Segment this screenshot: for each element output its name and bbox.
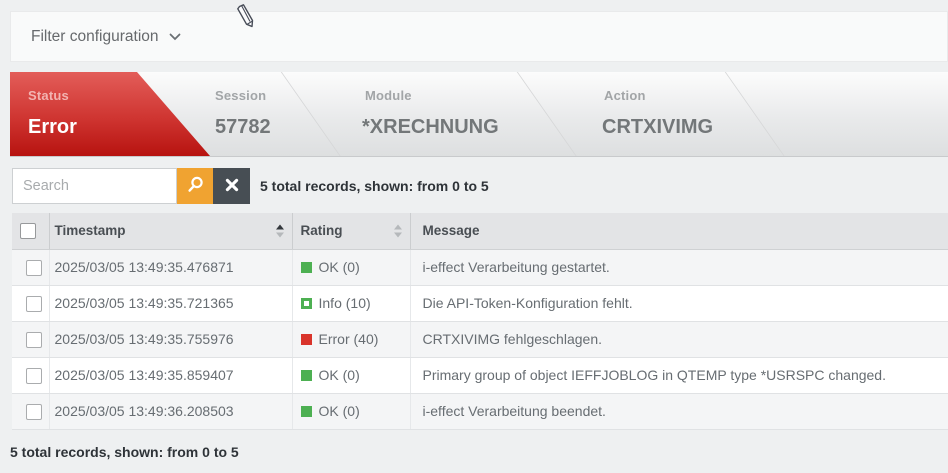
rating-cell: Error (40) [292, 321, 411, 358]
select-all-header [12, 213, 50, 250]
row-checkbox[interactable] [26, 367, 43, 384]
chevron-down-icon [169, 28, 181, 46]
log-table: Timestamp Rating Message 2025/03/05 13:4… [12, 213, 948, 430]
filter-configuration-toggle[interactable]: Filter configuration [10, 11, 948, 62]
segment-module-label: Module [365, 88, 412, 103]
table-row: 2025/03/05 13:49:35.721365 Info (10) Die… [12, 285, 948, 322]
search-input[interactable] [12, 168, 177, 204]
row-checkbox[interactable] [26, 403, 43, 420]
row-checkbox[interactable] [26, 259, 43, 276]
message-cell: CRTXIVIMG fehlgeschlagen. [410, 321, 948, 358]
timestamp-cell: 2025/03/05 13:49:35.755976 [49, 321, 293, 358]
message-cell: i-effect Verarbeitung beendet. [410, 393, 948, 430]
clear-search-button[interactable] [213, 168, 250, 204]
status-segment-bar: Status Error Session 57782 Module *XRECH… [10, 72, 948, 157]
search-button[interactable] [177, 168, 213, 204]
rating-cell: OK (0) [292, 357, 411, 394]
records-summary-top: 5 total records, shown: from 0 to 5 [260, 178, 489, 194]
rating-cell: Info (10) [292, 285, 411, 322]
timestamp-cell: 2025/03/05 13:49:35.721365 [49, 285, 293, 322]
row-checkbox[interactable] [26, 331, 43, 348]
rating-cell: OK (0) [292, 249, 411, 286]
segment-session-label: Session [215, 88, 267, 103]
rating-square-icon [300, 406, 312, 417]
rating-square-icon [300, 262, 312, 273]
rating-cell: OK (0) [292, 393, 411, 430]
select-all-checkbox[interactable] [20, 222, 36, 239]
timestamp-cell: 2025/03/05 13:49:36.208503 [49, 393, 293, 430]
search-icon [186, 175, 205, 197]
message-cell: Die API-Token-Konfiguration fehlt. [410, 285, 948, 322]
records-summary-bottom: 5 total records, shown: from 0 to 5 [10, 444, 239, 460]
x-icon [225, 178, 239, 195]
segment-divider [278, 72, 344, 156]
rating-square-icon [300, 334, 312, 345]
segment-status-value: Error [28, 116, 77, 138]
table-header-row: Timestamp Rating Message [12, 213, 948, 250]
timestamp-cell: 2025/03/05 13:49:35.859407 [49, 357, 293, 394]
timestamp-cell: 2025/03/05 13:49:35.476871 [49, 249, 293, 286]
table-row: 2025/03/05 13:49:35.476871 OK (0) i-effe… [12, 249, 948, 286]
table-row: 2025/03/05 13:49:35.859407 OK (0) Primar… [12, 357, 948, 394]
segment-divider [514, 72, 580, 156]
row-checkbox[interactable] [26, 295, 43, 312]
sort-caret-icon [393, 224, 402, 238]
rating-square-icon [300, 370, 312, 381]
status-error-segment [10, 72, 210, 156]
segment-status-label: Status [28, 88, 69, 103]
segment-action-value: CRTXIVIMG [602, 116, 714, 138]
column-header-message[interactable]: Message [410, 213, 948, 250]
table-row: 2025/03/05 13:49:36.208503 OK (0) i-effe… [12, 393, 948, 430]
message-cell: i-effect Verarbeitung gestartet. [410, 249, 948, 286]
table-row: 2025/03/05 13:49:35.755976 Error (40) CR… [12, 321, 948, 358]
column-header-rating[interactable]: Rating [292, 213, 411, 250]
sort-caret-icon [275, 224, 284, 238]
filter-configuration-label: Filter configuration [31, 27, 159, 45]
segment-divider [722, 72, 788, 156]
segment-session-value: 57782 [215, 116, 271, 138]
message-cell: Primary group of object IEFFJOBLOG in QT… [410, 357, 948, 394]
segment-module-value: *XRECHNUNG [362, 116, 499, 138]
mouse-cursor-icon [233, 3, 258, 36]
column-header-timestamp[interactable]: Timestamp [49, 213, 293, 250]
rating-square-icon [300, 298, 312, 309]
segment-action-label: Action [604, 88, 646, 103]
